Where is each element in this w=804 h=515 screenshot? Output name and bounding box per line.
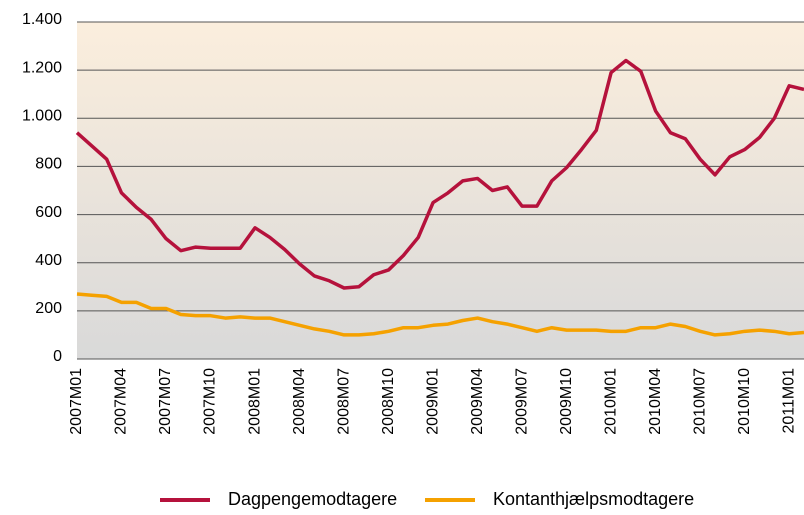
- y-tick-label: 800: [35, 156, 62, 173]
- y-tick-label: 400: [35, 252, 62, 269]
- x-tick-label: 2007M07: [157, 368, 174, 435]
- y-tick-label: 200: [35, 300, 62, 317]
- x-tick-label: 2008M04: [291, 368, 308, 435]
- x-tick-label: 2008M10: [380, 368, 397, 435]
- x-tick-label: 2010M07: [691, 368, 708, 435]
- x-tick-label: 2010M10: [736, 368, 753, 435]
- x-tick-label: 2010M01: [602, 368, 619, 435]
- y-tick-label: 1.000: [22, 108, 62, 125]
- x-tick-label: 2008M01: [246, 368, 263, 435]
- legend-label: Kontanthjælpsmodtagere: [493, 489, 694, 509]
- x-tick-label: 2009M01: [424, 368, 441, 435]
- x-tick-label: 2010M04: [647, 368, 664, 435]
- x-tick-label: 2007M01: [68, 368, 85, 435]
- y-tick-label: 1.200: [22, 59, 62, 76]
- x-tick-label: 2009M04: [469, 368, 486, 435]
- x-tick-label: 2007M04: [113, 368, 130, 435]
- x-tick-label: 2007M10: [202, 368, 219, 435]
- x-tick-label: 2009M10: [558, 368, 575, 435]
- y-tick-label: 0: [53, 348, 62, 365]
- plot-area: [77, 22, 804, 359]
- line-series: [76, 292, 804, 337]
- x-tick-label: 2011M01: [780, 368, 797, 434]
- x-tick-label: 2008M07: [335, 368, 352, 435]
- x-tick-label: 2009M07: [513, 368, 530, 435]
- line-series: [75, 58, 804, 290]
- legend-label: Dagpengemodtagere: [228, 489, 397, 509]
- y-tick-label: 1.400: [22, 11, 62, 28]
- y-tick-label: 600: [35, 204, 62, 221]
